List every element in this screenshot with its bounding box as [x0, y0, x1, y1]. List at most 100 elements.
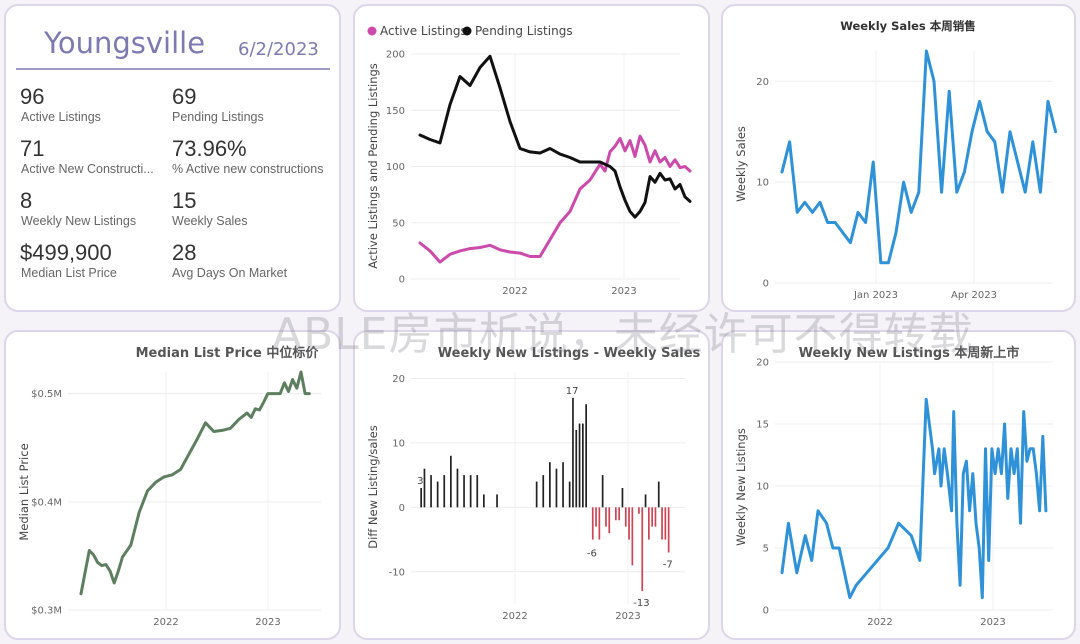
- diff-bar: [572, 397, 574, 508]
- x-tick-label: Apr 2023: [951, 290, 997, 301]
- data-label: -6: [587, 549, 597, 560]
- diff-bar: [582, 423, 584, 508]
- diff-bar: [463, 475, 465, 508]
- legend-marker-pending: [462, 26, 472, 36]
- legend-label-active: Active Listings: [380, 24, 467, 38]
- diff-bar: [605, 507, 607, 527]
- diff-bar: [601, 475, 604, 508]
- diff-bar: [648, 507, 650, 540]
- median-list-price-label: Median List Price: [21, 266, 117, 280]
- weekly-new-listings-chart: 0 5 10 15 20 2022 2023 Weekly New Listings Weekl…: [734, 345, 1053, 628]
- active-new-construction-label: Active New Constructi...: [21, 162, 154, 176]
- diff-bar: [568, 481, 571, 508]
- y-tick-label: 100: [386, 162, 405, 173]
- y-tick-label: 200: [386, 50, 405, 61]
- diff-bar: [450, 455, 452, 508]
- diff-bar: [641, 507, 644, 592]
- diff-new-listings-sales-chart: -10 0 10 20 2022 2023 Diff New Listing/sales We…: [366, 346, 701, 622]
- y-tick-label: 0: [763, 279, 769, 290]
- diff-bar: [657, 481, 660, 508]
- diff-bar: [420, 488, 422, 508]
- pct-active-new-construction-value: 73.96%: [172, 136, 247, 161]
- diff-bar: [549, 462, 551, 508]
- chart-title: Weekly New Listings - Weekly Sales: [438, 346, 701, 361]
- diff-bar: [595, 507, 597, 527]
- avg-days-on-market-value: 28: [172, 240, 197, 265]
- x-tick-label: 2022: [502, 611, 527, 622]
- town-name: Youngsville: [44, 26, 206, 60]
- weekly-new-listings-line: [780, 397, 1048, 600]
- x-tick-label: 2023: [611, 286, 636, 297]
- x-tick-label: 2022: [153, 617, 178, 628]
- x-tick-label: 2023: [255, 617, 280, 628]
- data-label: 17: [566, 386, 579, 397]
- x-tick-label: 2022: [867, 617, 892, 628]
- y-tick-label: $0.5M: [31, 389, 62, 400]
- legend-label-pending: Pending Listings: [475, 24, 573, 38]
- data-label: -7: [663, 559, 673, 570]
- weekly-new-listings-chart-card: 0 5 10 15 20 2022 2023 Weekly New Listings Weekl…: [721, 330, 1076, 640]
- chart-title: Median List Price 中位标价: [136, 345, 320, 361]
- active-pending-chart-card: 0 50 100 150 200 2022 2023 Active Listings and …: [353, 4, 710, 312]
- active-listings-label: Active Listings: [21, 110, 101, 124]
- chart-title: Weekly Sales 本周销售: [840, 19, 976, 33]
- x-tick-label: 2023: [980, 617, 1005, 628]
- diff-bar: [598, 507, 601, 540]
- diff-bar: [443, 475, 446, 508]
- y-axis-label: Active Listings and Pending Listings: [366, 63, 380, 269]
- y-tick-label: 10: [756, 482, 769, 493]
- avg-days-on-market-label: Avg Days On Market: [172, 266, 288, 280]
- median-list-price-line: [79, 370, 311, 596]
- y-axis-label: Weekly Sales: [734, 126, 748, 202]
- y-tick-label: 10: [756, 178, 769, 189]
- y-axis-label: Weekly New Listings: [734, 428, 748, 546]
- diff-bar: [664, 507, 667, 540]
- weekly-sales-line: [780, 49, 1058, 265]
- diff-bar: [661, 507, 663, 540]
- median-list-price-chart-card: $0.3M $0.4M $0.5M 2022 2023 Median List Price…: [4, 330, 341, 640]
- chart-title: Weekly New Listings 本周新上市: [799, 345, 1020, 361]
- data-label: 3: [417, 476, 423, 487]
- title-divider: [16, 68, 330, 70]
- diff-bar: [608, 507, 611, 534]
- pending-listings-line: [418, 54, 692, 219]
- y-tick-label: 20: [756, 77, 769, 88]
- y-tick-label: 50: [392, 218, 405, 229]
- weekly-new-listings-label: Weekly New Listings: [21, 214, 137, 228]
- diff-bar: [628, 507, 630, 540]
- diff-bar: [456, 468, 459, 508]
- y-axis-label: Median List Price: [17, 443, 31, 540]
- diff-bar: [585, 404, 587, 508]
- weekly-sales-chart: 0 10 20 Jan 2023 Apr 2023 Weekly Sales Weekly …: [734, 19, 1058, 301]
- diff-bar: [483, 494, 485, 508]
- legend-marker-active: [367, 26, 377, 36]
- active-listings-line: [418, 134, 692, 264]
- diff-bar: [578, 423, 581, 508]
- active-pending-chart: 0 50 100 150 200 2022 2023 Active Listings and …: [366, 24, 692, 297]
- diff-bar: [575, 430, 578, 508]
- diff-bar: [535, 481, 538, 508]
- x-tick-label: 2022: [502, 286, 527, 297]
- diff-bar: [651, 507, 653, 527]
- diff-bar: [423, 468, 426, 508]
- median-list-price-chart: $0.3M $0.4M $0.5M 2022 2023 Median List Price…: [17, 345, 321, 628]
- y-tick-label: $0.4M: [31, 497, 62, 508]
- diff-bar: [644, 494, 647, 508]
- y-tick-label: 0: [399, 275, 405, 286]
- diff-bar: [476, 475, 479, 508]
- weekly-new-listings-value: 8: [20, 188, 33, 213]
- diff-bar: [654, 507, 657, 527]
- y-tick-label: 10: [392, 438, 405, 449]
- kpi-card: Youngsville 6/2/2023 96 Active Listings …: [4, 4, 341, 312]
- diff-bar: [591, 507, 594, 540]
- y-tick-label: 5: [763, 544, 769, 555]
- pct-active-new-construction-label: % Active new constructions: [172, 162, 324, 176]
- diff-bar: [496, 494, 498, 508]
- diff-bar: [615, 507, 617, 521]
- x-tick-label: Jan 2023: [853, 290, 898, 301]
- diff-chart-card: -10 0 10 20 2022 2023 Diff New Listing/sales We…: [353, 330, 710, 640]
- y-tick-label: $0.3M: [31, 606, 62, 617]
- y-tick-label: 20: [756, 358, 769, 369]
- active-new-construction-value: 71: [20, 136, 45, 161]
- x-tick-label: 2023: [615, 611, 640, 622]
